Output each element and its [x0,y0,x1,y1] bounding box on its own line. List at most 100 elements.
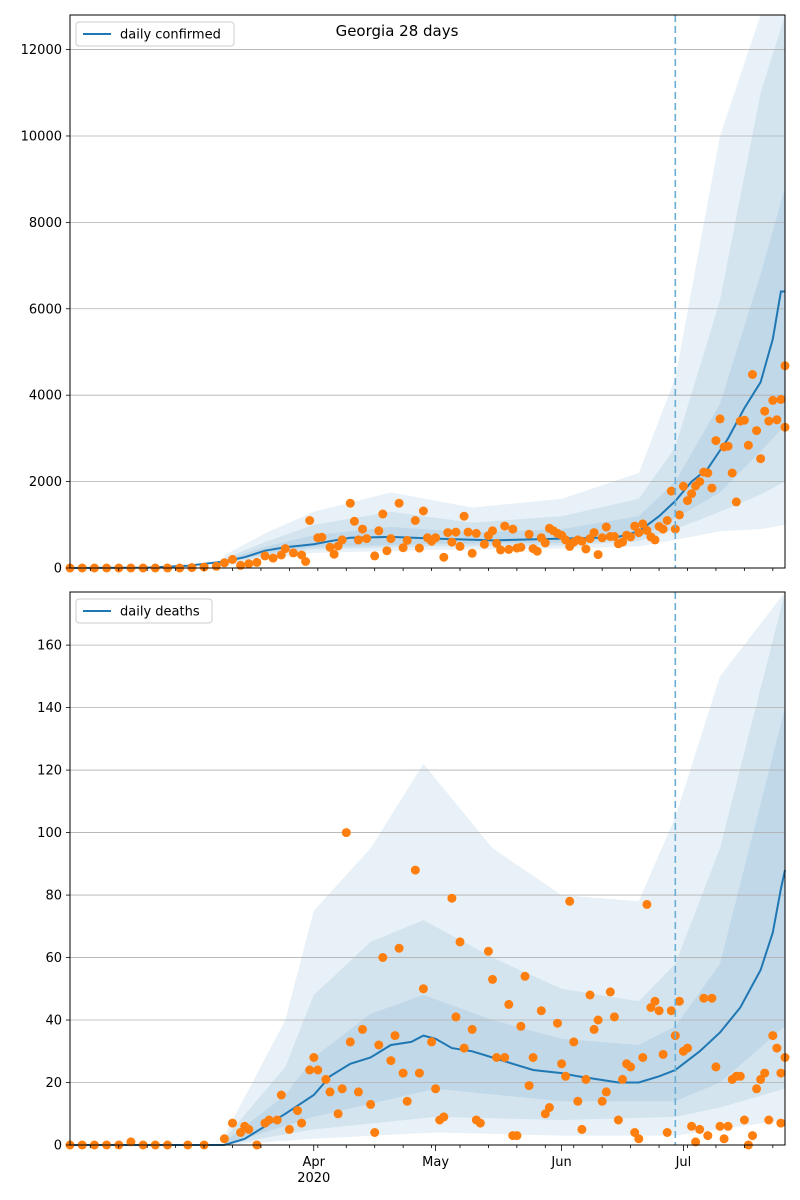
y-tick-label: 12000 [21,43,62,58]
confirmed-panel: 0 2000 4000 6000 8000 10000 12000 Georgia 28 d… [21,14,790,577]
observed-point [772,415,782,425]
observed-point [228,1118,237,1128]
observed-point [524,1081,534,1091]
observed-point [451,527,461,537]
observed-point [402,535,412,545]
observed-point [293,1106,302,1116]
observed-point [707,483,717,493]
observed-point [301,557,311,566]
observed-point [284,1124,294,1134]
observed-point [768,395,778,405]
observed-point [398,1068,408,1078]
observed-point [345,498,355,508]
observed-point [577,536,587,546]
y-tick-label: 0 [54,1139,62,1154]
axes-frame [69,591,786,1146]
observed-point [573,1096,583,1106]
confirmed-uncertainty-bands [224,15,785,567]
observed-point [609,532,619,541]
observed-point [703,1131,713,1141]
observed-point [455,541,465,551]
observed-point [638,519,648,529]
y-tick-label: 10000 [21,129,62,144]
observed-point [658,1049,668,1059]
y-tick-label: 20 [45,1076,62,1091]
observed-point [553,1018,562,1028]
observed-point [492,1053,502,1062]
deaths-observed-points [65,828,790,1150]
observed-point [386,1056,396,1066]
observed-point [670,524,680,534]
observed-point [626,532,636,542]
observed-point [593,550,603,560]
confirmed-observed-points [65,361,790,573]
observed-point [288,548,298,558]
observed-point [687,489,697,499]
observed-point [341,828,351,838]
observed-point [500,1053,510,1062]
observed-point [349,516,359,526]
observed-point [451,1012,461,1022]
observed-point [410,865,420,875]
y-tick-label: 6000 [29,302,62,317]
observed-point [683,1043,692,1053]
observed-point [374,1040,384,1050]
observed-point [715,414,725,424]
observed-point [678,481,688,491]
confirmed-legend: daily confirmed [75,21,235,47]
observed-point [475,1118,485,1128]
observed-point [601,522,611,532]
observed-point [654,1006,664,1016]
observed-point [768,1031,778,1041]
observed-point [748,1131,757,1141]
observed-point [581,1074,591,1084]
deaths-uncertainty-bands [224,592,785,1145]
observed-point [589,1024,599,1034]
observed-point [211,561,221,571]
observed-point [337,535,347,545]
observed-point [268,553,278,563]
observed-point [488,526,497,536]
observed-point [723,1121,733,1131]
observed-point [272,1115,282,1125]
observed-point [370,1128,380,1137]
observed-point [439,552,449,562]
observed-point [402,1096,412,1106]
observed-point [638,1053,648,1062]
observed-point [760,406,770,416]
y-tick-label: 120 [37,764,62,779]
observed-point [719,1134,729,1144]
observed-point [358,1024,367,1034]
observed-point [626,1062,636,1072]
uncertainty-band-0 [224,592,785,1145]
deaths-axes [69,591,786,1146]
observed-point [650,996,660,1006]
x-tick-label: Jul [675,1155,692,1170]
observed-point [695,477,705,487]
chart-title: Georgia 28 days [336,22,459,40]
uncertainty-band-2 [224,707,785,1145]
observed-point [658,524,668,534]
observed-point [276,550,286,560]
observed-point [309,1053,319,1062]
observed-point [650,535,660,545]
legend-box [75,598,213,624]
observed-point [540,538,550,548]
observed-point [492,538,502,548]
observed-point [776,395,786,404]
observed-point [577,1124,587,1134]
y-tick-label: 100 [37,826,62,841]
observed-point [662,516,672,525]
observed-point [378,953,388,962]
observed-point [325,1087,335,1097]
observed-point [321,1074,331,1084]
observed-point [597,1096,607,1106]
observed-point [581,544,591,554]
observed-point [459,511,469,521]
observed-point [394,943,404,953]
observed-point [711,1062,721,1072]
observed-point [471,528,481,538]
observed-point [459,1043,469,1053]
legend-label: daily deaths [120,605,200,620]
